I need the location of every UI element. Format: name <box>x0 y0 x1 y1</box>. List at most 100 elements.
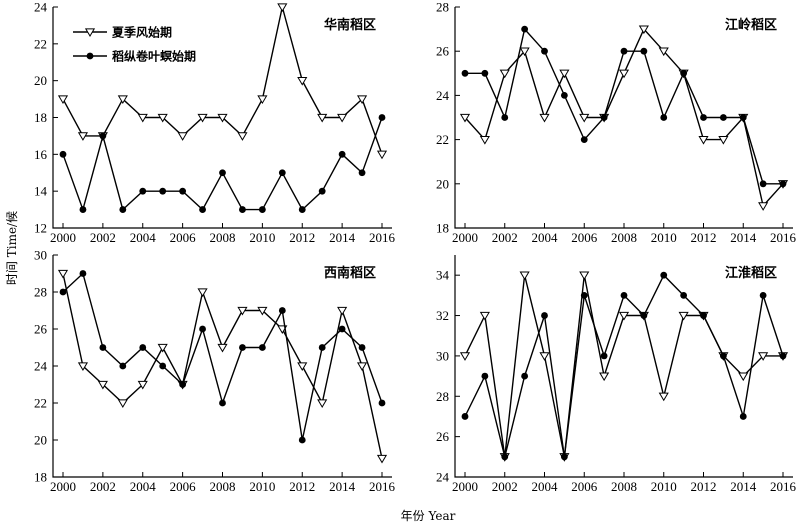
x-tick-label: 2006 <box>571 230 598 245</box>
data-point <box>197 113 208 123</box>
y-tick-label: 32 <box>436 308 449 323</box>
data-point <box>660 114 668 121</box>
data-point <box>179 187 187 195</box>
data-point <box>237 132 248 141</box>
x-tick-label: 2010 <box>249 479 275 494</box>
panel-4: 24 26 28 30 32 34 2000 2002 2004 2006 2008 2010 2012… <box>436 255 797 494</box>
data-point <box>239 344 246 351</box>
data-point <box>157 113 168 123</box>
data-point <box>658 392 669 402</box>
data-point <box>79 206 87 213</box>
legend-label: 稻纵卷叶螟始期 <box>112 49 196 64</box>
data-point <box>358 169 366 177</box>
data-point <box>719 352 727 360</box>
y-tick-label: 28 <box>34 285 47 300</box>
series-leaffolder-onset <box>59 270 386 444</box>
data-point <box>338 150 346 158</box>
x-tick-label: 2010 <box>651 479 677 494</box>
data-point <box>317 113 328 123</box>
data-point <box>99 344 107 351</box>
data-point <box>758 202 769 211</box>
x-tick-label: 2012 <box>691 230 717 245</box>
x-tick-label: 2008 <box>210 479 236 494</box>
data-point <box>277 3 288 12</box>
data-point <box>758 352 769 361</box>
x-tick-label: 2016 <box>369 479 396 494</box>
data-point <box>640 312 648 319</box>
data-point <box>600 352 608 360</box>
data-point <box>481 372 489 380</box>
data-point <box>317 399 328 408</box>
legend-label: 夏季风始期 <box>112 25 172 40</box>
data-point <box>199 206 206 213</box>
y-tick-label: 12 <box>34 221 47 236</box>
data-point <box>459 352 471 361</box>
data-point <box>560 453 568 461</box>
data-point <box>600 114 608 121</box>
x-tick-label: 2012 <box>289 230 315 245</box>
data-point <box>139 187 147 195</box>
data-point <box>579 271 590 281</box>
data-point <box>481 69 489 77</box>
data-point <box>157 343 168 353</box>
data-point <box>678 311 689 321</box>
y-tick-label: 28 <box>436 389 449 404</box>
x-tick-label: 2004 <box>532 230 559 245</box>
data-point <box>137 113 148 123</box>
x-tick-label: 2006 <box>571 479 598 494</box>
series-monsoon-onset <box>57 269 388 464</box>
data-point <box>139 344 147 351</box>
data-point <box>519 271 530 281</box>
y-tick-label: 30 <box>34 248 47 263</box>
x-tick-label: 2002 <box>90 230 116 245</box>
x-tick-label: 2006 <box>170 479 197 494</box>
panel-title: 江淮稻区 <box>725 265 777 281</box>
series-line <box>62 273 383 459</box>
data-point <box>521 372 529 380</box>
data-point <box>257 306 268 316</box>
data-point <box>378 399 386 407</box>
y-tick-label: 28 <box>436 0 449 15</box>
axis-frame <box>52 255 392 478</box>
y-tick-label: 20 <box>34 433 47 448</box>
data-point <box>318 187 326 195</box>
legend-item: 稻纵卷叶螟始期 <box>73 49 196 64</box>
y-tick-label: 20 <box>34 73 47 88</box>
x-tick-label: 2004 <box>130 230 157 245</box>
data-point <box>356 95 368 105</box>
data-point <box>159 187 167 195</box>
series-line <box>464 275 783 457</box>
data-point <box>258 206 266 213</box>
panel-title: 西南稻区 <box>324 265 376 281</box>
data-point <box>521 25 529 33</box>
data-point <box>539 352 550 361</box>
panel-title: 江岭稻区 <box>725 17 777 33</box>
y-tick-label: 26 <box>34 322 48 337</box>
x-tick-label: 2008 <box>611 230 637 245</box>
x-tick-label: 2000 <box>50 479 76 494</box>
x-tick-label: 2008 <box>611 479 637 494</box>
data-point <box>298 436 306 444</box>
data-point <box>59 150 67 158</box>
y-tick-label: 34 <box>436 268 450 283</box>
y-tick-label: 24 <box>34 359 48 374</box>
data-point <box>199 325 206 333</box>
data-point <box>738 372 749 382</box>
data-point <box>376 454 388 464</box>
data-point <box>159 362 167 370</box>
data-point <box>219 169 226 177</box>
data-point <box>257 95 268 105</box>
data-point <box>77 362 89 371</box>
data-point <box>117 399 128 408</box>
data-point <box>499 69 510 79</box>
x-tick-label: 2002 <box>90 479 116 494</box>
data-point <box>620 291 628 299</box>
y-tick-label: 18 <box>34 470 47 485</box>
x-tick-label: 2016 <box>770 230 797 245</box>
data-point <box>217 343 228 353</box>
data-point <box>177 132 188 141</box>
x-axis-title: 年份 Year <box>401 509 456 523</box>
data-point <box>217 113 228 123</box>
